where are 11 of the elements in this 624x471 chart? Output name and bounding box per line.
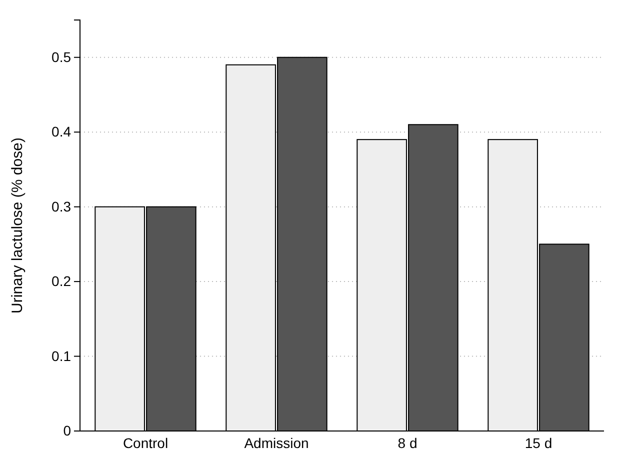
x-tick-label: Control (122, 435, 168, 451)
x-tick-label: Admission (244, 435, 309, 451)
y-tick-label: 0.4 (52, 124, 72, 140)
x-tick-label: 8 d (398, 435, 418, 451)
y-tick-label: 0.3 (52, 198, 72, 214)
y-tick-label: 0.1 (52, 348, 72, 364)
x-tick-label: 15 d (524, 435, 552, 451)
y-tick-label: 0.2 (52, 273, 72, 290)
y-axis-title: Urinary lactulose (% dose) (9, 138, 26, 314)
y-tick-label: 0 (63, 422, 72, 438)
y-tick-label: 0.5 (52, 48, 72, 65)
